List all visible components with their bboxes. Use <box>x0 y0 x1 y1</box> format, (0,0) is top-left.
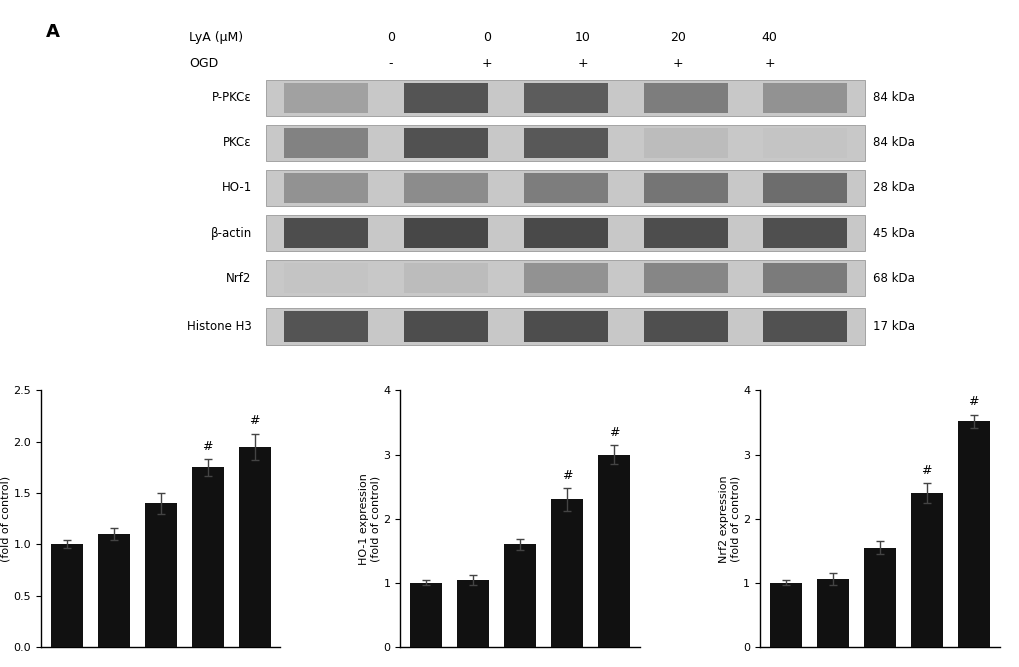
FancyBboxPatch shape <box>643 217 727 248</box>
FancyBboxPatch shape <box>266 80 864 116</box>
Text: 10: 10 <box>574 31 590 44</box>
Bar <box>550 500 583 647</box>
FancyBboxPatch shape <box>284 217 368 248</box>
Bar <box>769 583 801 647</box>
FancyBboxPatch shape <box>643 127 727 158</box>
Text: 40: 40 <box>761 31 776 44</box>
Text: OGD: OGD <box>190 57 218 70</box>
FancyBboxPatch shape <box>643 263 727 293</box>
Text: 20: 20 <box>669 31 686 44</box>
Text: 68 kDa: 68 kDa <box>872 271 914 285</box>
Text: HO-1: HO-1 <box>221 181 252 195</box>
FancyBboxPatch shape <box>763 83 847 113</box>
Text: #: # <box>202 440 213 453</box>
FancyBboxPatch shape <box>284 263 368 293</box>
Text: Histone H3: Histone H3 <box>186 320 252 333</box>
FancyBboxPatch shape <box>524 263 607 293</box>
Text: P-PKCε: P-PKCε <box>212 91 252 105</box>
Text: 84 kDa: 84 kDa <box>872 137 914 149</box>
FancyBboxPatch shape <box>266 260 864 296</box>
Bar <box>192 468 223 647</box>
Bar <box>597 455 630 647</box>
Bar <box>410 583 442 647</box>
Bar <box>238 447 270 647</box>
Y-axis label: P-PKCε expression
(fold of control): P-PKCε expression (fold of control) <box>0 468 10 570</box>
FancyBboxPatch shape <box>524 217 607 248</box>
Bar <box>145 504 176 647</box>
Bar <box>457 580 489 647</box>
Text: +: + <box>763 57 774 70</box>
Y-axis label: HO-1 expression
(fold of control): HO-1 expression (fold of control) <box>359 473 380 565</box>
Text: #: # <box>920 464 931 477</box>
FancyBboxPatch shape <box>404 311 487 342</box>
FancyBboxPatch shape <box>404 83 487 113</box>
FancyBboxPatch shape <box>266 215 864 251</box>
FancyBboxPatch shape <box>524 83 607 113</box>
FancyBboxPatch shape <box>643 173 727 203</box>
Text: 0: 0 <box>482 31 490 44</box>
Text: LyA (μM): LyA (μM) <box>190 31 244 44</box>
Text: #: # <box>968 396 978 408</box>
Bar <box>503 544 536 647</box>
Bar <box>98 534 129 647</box>
FancyBboxPatch shape <box>763 263 847 293</box>
FancyBboxPatch shape <box>266 170 864 206</box>
FancyBboxPatch shape <box>284 83 368 113</box>
Text: #: # <box>561 468 572 482</box>
Bar <box>863 548 895 647</box>
Text: +: + <box>481 57 491 70</box>
FancyBboxPatch shape <box>284 173 368 203</box>
Text: β-actin: β-actin <box>210 227 252 239</box>
FancyBboxPatch shape <box>404 173 487 203</box>
Text: +: + <box>673 57 683 70</box>
Text: 45 kDa: 45 kDa <box>872 227 914 239</box>
Bar <box>816 579 848 647</box>
Text: 84 kDa: 84 kDa <box>872 91 914 105</box>
Text: +: + <box>577 57 587 70</box>
FancyBboxPatch shape <box>266 125 864 161</box>
FancyBboxPatch shape <box>763 173 847 203</box>
Bar <box>910 493 942 647</box>
FancyBboxPatch shape <box>404 263 487 293</box>
Text: 17 kDa: 17 kDa <box>872 320 914 333</box>
FancyBboxPatch shape <box>643 83 727 113</box>
Text: -: - <box>388 57 392 70</box>
FancyBboxPatch shape <box>763 217 847 248</box>
FancyBboxPatch shape <box>284 311 368 342</box>
Bar <box>957 422 988 647</box>
FancyBboxPatch shape <box>643 311 727 342</box>
FancyBboxPatch shape <box>524 311 607 342</box>
FancyBboxPatch shape <box>404 127 487 158</box>
Text: Nrf2: Nrf2 <box>226 271 252 285</box>
FancyBboxPatch shape <box>284 127 368 158</box>
Bar <box>51 544 83 647</box>
Y-axis label: Nrf2 expression
(fold of control): Nrf2 expression (fold of control) <box>718 475 740 562</box>
Text: PKCε: PKCε <box>223 137 252 149</box>
Text: 28 kDa: 28 kDa <box>872 181 914 195</box>
FancyBboxPatch shape <box>763 311 847 342</box>
FancyBboxPatch shape <box>266 308 864 345</box>
Text: A: A <box>46 23 59 41</box>
FancyBboxPatch shape <box>404 217 487 248</box>
Text: 0: 0 <box>386 31 394 44</box>
FancyBboxPatch shape <box>763 127 847 158</box>
FancyBboxPatch shape <box>524 127 607 158</box>
FancyBboxPatch shape <box>524 173 607 203</box>
Text: #: # <box>250 414 260 427</box>
Text: #: # <box>608 426 619 439</box>
